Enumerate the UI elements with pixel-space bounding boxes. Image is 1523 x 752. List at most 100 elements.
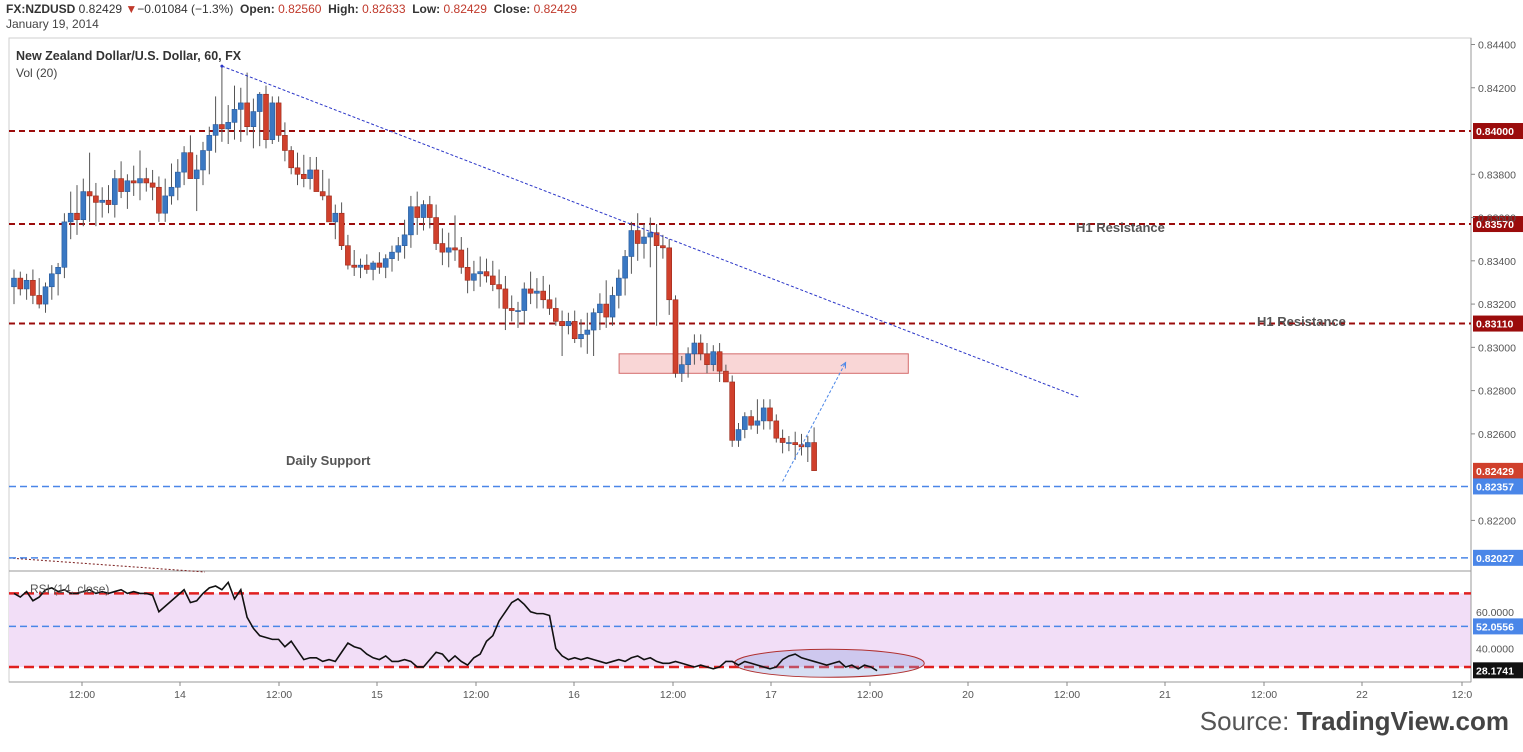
candle-body: [615, 277, 622, 296]
candle-body: [489, 275, 496, 285]
symbol-header: FX:NZDUSD 0.82429 ▼−0.01084 (−1.3%) Open…: [6, 2, 577, 17]
candle-body: [458, 249, 465, 268]
candle-body: [735, 429, 742, 441]
level-marker-label: 0.83110: [1476, 319, 1514, 331]
annotation-label: H1 Resistance: [1257, 314, 1346, 329]
candle-body: [74, 212, 80, 221]
candle-body: [401, 234, 408, 246]
candle-body: [716, 351, 723, 372]
symbol[interactable]: FX:NZDUSD: [6, 2, 76, 16]
candle-body: [571, 321, 578, 339]
candle-body: [433, 217, 439, 244]
rsi-line: [13, 580, 878, 672]
candle-body: [105, 199, 112, 205]
candle-body: [464, 267, 471, 281]
candle-body: [206, 135, 213, 151]
level-marker: [1473, 123, 1523, 140]
candle-body: [187, 152, 194, 179]
candle-body: [351, 264, 358, 268]
candle-body: [288, 150, 295, 169]
candle-body: [420, 204, 427, 218]
time-axis-tick: 12:00: [266, 689, 292, 700]
candle-body: [609, 295, 616, 318]
candle-body: [426, 204, 433, 218]
candle-body: [156, 186, 162, 214]
candle-body: [93, 195, 99, 203]
candle-body: [238, 102, 244, 110]
change-arrow-icon: ▼: [125, 2, 138, 16]
source-credit: Source: TradingView.com: [1200, 706, 1509, 737]
rsi-marker: [1473, 618, 1523, 635]
candle-body: [363, 264, 370, 270]
time-axis-tick: 20: [962, 689, 974, 700]
candle-body: [212, 124, 219, 136]
candle-body: [767, 407, 773, 422]
zone-layer: [618, 353, 909, 374]
drawings-layer: [220, 64, 1079, 482]
candle-body: [477, 271, 484, 275]
candle-body: [748, 416, 754, 426]
candle-body: [112, 178, 118, 205]
candle-body: [345, 245, 351, 266]
price-axis-tick: 0.84200: [1478, 83, 1516, 95]
header-date: January 19, 2014: [6, 17, 99, 31]
candle-body: [666, 247, 673, 301]
change-value: −0.01084 (−1.3%): [137, 2, 234, 16]
open-label: Open:: [240, 2, 275, 16]
candle-body: [263, 93, 269, 140]
price-chart[interactable]: 0.84000 0.83570 0.83110 0.82429 0.82357 0.820…: [0, 0, 1523, 700]
old-trendline: [8, 557, 206, 573]
level-marker: [1473, 462, 1523, 479]
candle-body: [723, 370, 729, 383]
source-prefix: Source:: [1199, 706, 1297, 736]
candle-body: [143, 178, 150, 184]
candle-body: [36, 295, 43, 305]
candle-body: [634, 230, 641, 244]
time-axis-tick: 21: [1159, 689, 1171, 700]
candle-body: [137, 178, 143, 184]
time-axis-tick: 12:0: [1452, 689, 1473, 700]
time-axis-tick: 12:00: [69, 689, 95, 700]
time-axis-tick: 12:00: [660, 689, 686, 700]
time-axis-tick: 22: [1356, 689, 1368, 700]
price-axis-tick: 0.83200: [1478, 299, 1516, 311]
candle-body: [552, 308, 559, 322]
candle-body: [326, 195, 332, 223]
candle-body: [691, 342, 698, 355]
axes-layer: 60.0000 40.0000 52.0556 28.1741 0.84400 0.842…: [69, 39, 1523, 700]
annotation-label: H1 Resistance: [1076, 220, 1165, 235]
candle-body: [244, 102, 250, 127]
candle-body: [471, 273, 477, 281]
candle-body: [67, 212, 74, 223]
candle-body: [710, 351, 717, 365]
last-price: 0.82429: [78, 2, 123, 16]
candle-body: [559, 321, 565, 327]
price-axis-tick: 0.83400: [1478, 256, 1516, 268]
candle-body: [86, 191, 93, 197]
price-axis-tick: 0.84400: [1478, 39, 1516, 51]
level-marker-label: 0.82027: [1476, 553, 1514, 565]
candle-body: [408, 206, 414, 236]
candle-body: [754, 420, 761, 426]
candle-body: [225, 122, 231, 130]
candle-body: [502, 288, 509, 309]
candle-body: [55, 267, 61, 275]
candle-body: [590, 312, 597, 331]
rsi-marker: [1473, 662, 1523, 679]
level-marker: [1473, 549, 1523, 566]
candle-body: [786, 442, 792, 444]
candle-body: [376, 262, 383, 268]
candle-body: [389, 251, 395, 259]
price-axis-tick: 0.82600: [1478, 429, 1516, 441]
candle-body: [162, 195, 168, 214]
candle-body: [124, 180, 131, 192]
candle-body: [515, 310, 521, 312]
candle-body: [534, 290, 540, 294]
low-value: 0.82429: [443, 2, 487, 16]
candle-body: [521, 288, 528, 311]
candle-body: [382, 258, 389, 268]
candle-body: [193, 169, 200, 179]
candle-body: [565, 321, 572, 327]
chart-subtitle: Vol (20): [16, 66, 57, 80]
levels-layer: 0.84000 0.83570 0.83110 0.82429 0.82357 0.820…: [9, 123, 1523, 566]
